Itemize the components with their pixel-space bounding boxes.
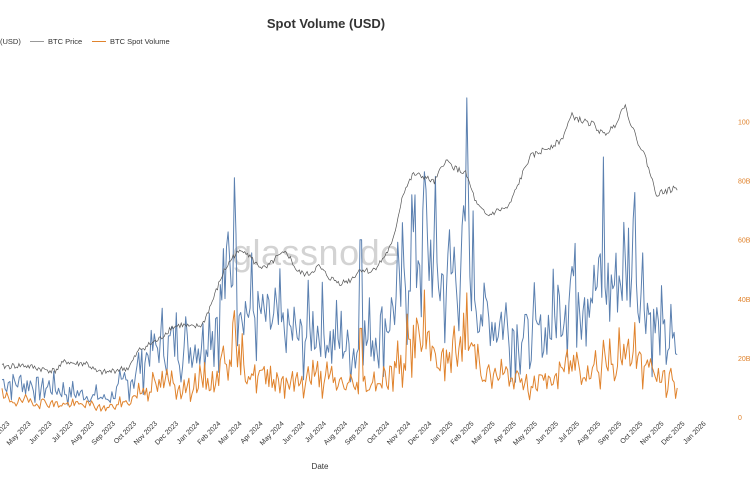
- legend-item-btc-spot-volume[interactable]: BTC Spot Volume: [92, 37, 170, 46]
- legend-swatch-btc-price: [30, 41, 44, 42]
- series-layer: [1, 97, 678, 412]
- glassnode-watermark: glassnode: [232, 232, 401, 273]
- legend-label-btc-spot-volume: BTC Spot Volume: [110, 37, 170, 46]
- y-tick-label: 40B: [738, 297, 750, 304]
- y-tick-label: 20B: [738, 356, 750, 363]
- legend-label-usd: (USD): [0, 37, 21, 46]
- legend-item-btc-price[interactable]: BTC Price: [30, 37, 82, 46]
- y-tick-label: 0: [738, 415, 742, 422]
- x-tick-label: Jun 2024: [281, 420, 306, 445]
- x-tick-label: Mar 2025: [471, 420, 497, 446]
- chart-title: Spot Volume (USD): [266, 16, 386, 31]
- legend-swatch-btc-spot-volume: [92, 41, 106, 42]
- legend-item-usd[interactable]: (USD): [0, 37, 21, 46]
- series-line-btc-price: [1, 103, 678, 376]
- x-axis-title: Date: [311, 462, 329, 471]
- series-line-usd-volume: [1, 97, 678, 406]
- y-tick-label: 100: [738, 120, 750, 127]
- y-tick-label: 80B: [738, 179, 750, 186]
- x-tick-label: Jun 2025: [535, 420, 560, 445]
- x-tick-label: Jun 2023: [28, 420, 53, 445]
- y-tick-label: 60B: [738, 238, 750, 245]
- legend-label-btc-price: BTC Price: [48, 37, 83, 46]
- x-tick-label: Mar 2024: [218, 420, 244, 446]
- y-axis-right: 0 20B 40B 60B 80B 100: [738, 120, 750, 422]
- x-tick-label: Jan 2026: [682, 420, 707, 445]
- series-line-btc-spot-volume: [1, 289, 678, 412]
